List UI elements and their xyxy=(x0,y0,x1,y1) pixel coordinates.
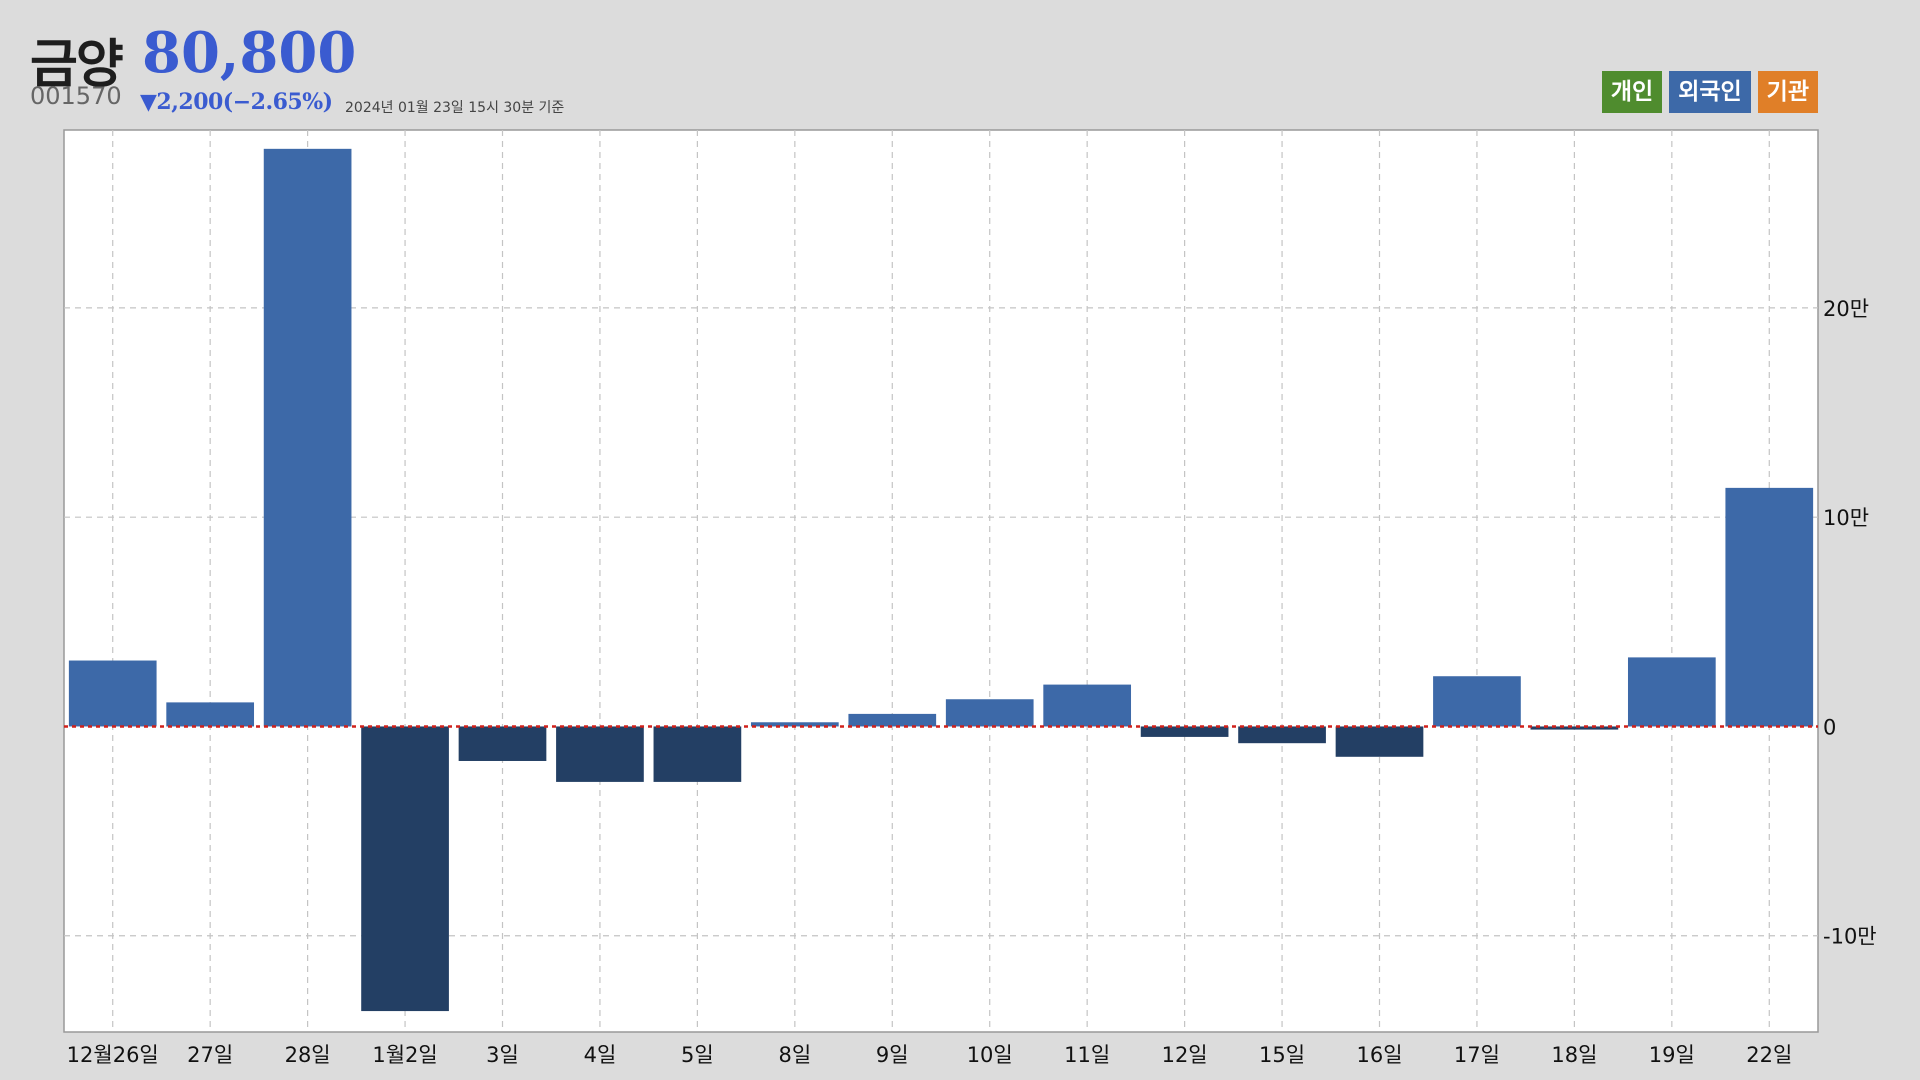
x-tick-label: 9일 xyxy=(876,1043,909,1067)
y-tick-label: -10만 xyxy=(1823,925,1877,949)
x-tick-label: 16일 xyxy=(1356,1043,1402,1067)
x-tick-label: 18일 xyxy=(1551,1043,1597,1067)
x-tick-label: 4일 xyxy=(584,1043,617,1067)
bar xyxy=(1530,726,1619,730)
y-tick-label: 10만 xyxy=(1823,506,1869,530)
stock-code: 001570 xyxy=(30,82,122,110)
x-tick-label: 3일 xyxy=(486,1043,519,1067)
x-tick-label: 8일 xyxy=(778,1043,811,1067)
x-tick-label: 11일 xyxy=(1064,1043,1110,1067)
bar xyxy=(1238,726,1326,744)
x-tick-label: 28일 xyxy=(285,1043,331,1067)
price-change: ▼2,200(−2.65%) xyxy=(140,89,333,115)
x-tick-label: 22일 xyxy=(1746,1043,1792,1067)
stock-header: 금양 80,800 001570 ▼2,200(−2.65%) 2024년 01… xyxy=(0,0,1920,128)
x-tick-label: 1월2일 xyxy=(372,1043,437,1067)
bar xyxy=(361,726,449,1012)
bar xyxy=(1433,676,1521,727)
x-tick-label: 17일 xyxy=(1454,1043,1500,1067)
stock-name: 금양 xyxy=(30,35,124,95)
bar xyxy=(68,660,157,727)
bar xyxy=(263,148,352,727)
x-axis-ticks: 12월26일 27일 28일 1월2일 3일 4일 5일 8일 9일 10일 11일 12일 15일 16… xyxy=(67,1043,1793,1067)
x-tick-label: 10일 xyxy=(967,1043,1013,1067)
bar xyxy=(1043,684,1132,727)
bar xyxy=(750,722,839,727)
bar xyxy=(848,713,937,727)
x-tick-label: 15일 xyxy=(1259,1043,1305,1067)
bar xyxy=(1725,487,1814,727)
bar xyxy=(1627,657,1716,727)
bar xyxy=(653,726,742,782)
y-tick-label: 20만 xyxy=(1823,297,1869,321)
x-tick-label: 19일 xyxy=(1649,1043,1695,1067)
x-tick-label: 27일 xyxy=(187,1043,233,1067)
plot-area xyxy=(63,129,1819,1033)
bar xyxy=(556,726,644,782)
bar xyxy=(458,726,547,761)
legend-institution-button[interactable]: 기관 xyxy=(1757,71,1818,113)
timestamp: 2024년 01월 23일 15시 30분 기준 xyxy=(345,100,565,116)
x-tick-label: 12일 xyxy=(1162,1043,1208,1067)
y-axis-ticks: -10만 0 10만 20만 xyxy=(1823,297,1877,949)
bar xyxy=(166,702,255,727)
y-tick-label: 0 xyxy=(1823,715,1836,739)
bars xyxy=(68,148,1814,1012)
bar xyxy=(945,699,1034,727)
investor-legend: 개인 외국인 기관 xyxy=(1601,71,1818,113)
bar xyxy=(1140,726,1229,737)
x-tick-label: 12월26일 xyxy=(67,1043,159,1067)
x-tick-label: 5일 xyxy=(681,1043,714,1067)
legend-individual-button[interactable]: 개인 xyxy=(1601,71,1663,113)
stock-price: 80,800 xyxy=(142,20,357,86)
legend-foreign-button[interactable]: 외국인 xyxy=(1669,71,1751,113)
bar xyxy=(1335,726,1424,757)
